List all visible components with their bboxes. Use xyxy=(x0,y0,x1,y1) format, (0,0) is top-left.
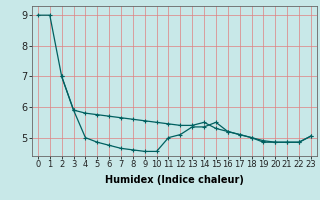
X-axis label: Humidex (Indice chaleur): Humidex (Indice chaleur) xyxy=(105,175,244,185)
